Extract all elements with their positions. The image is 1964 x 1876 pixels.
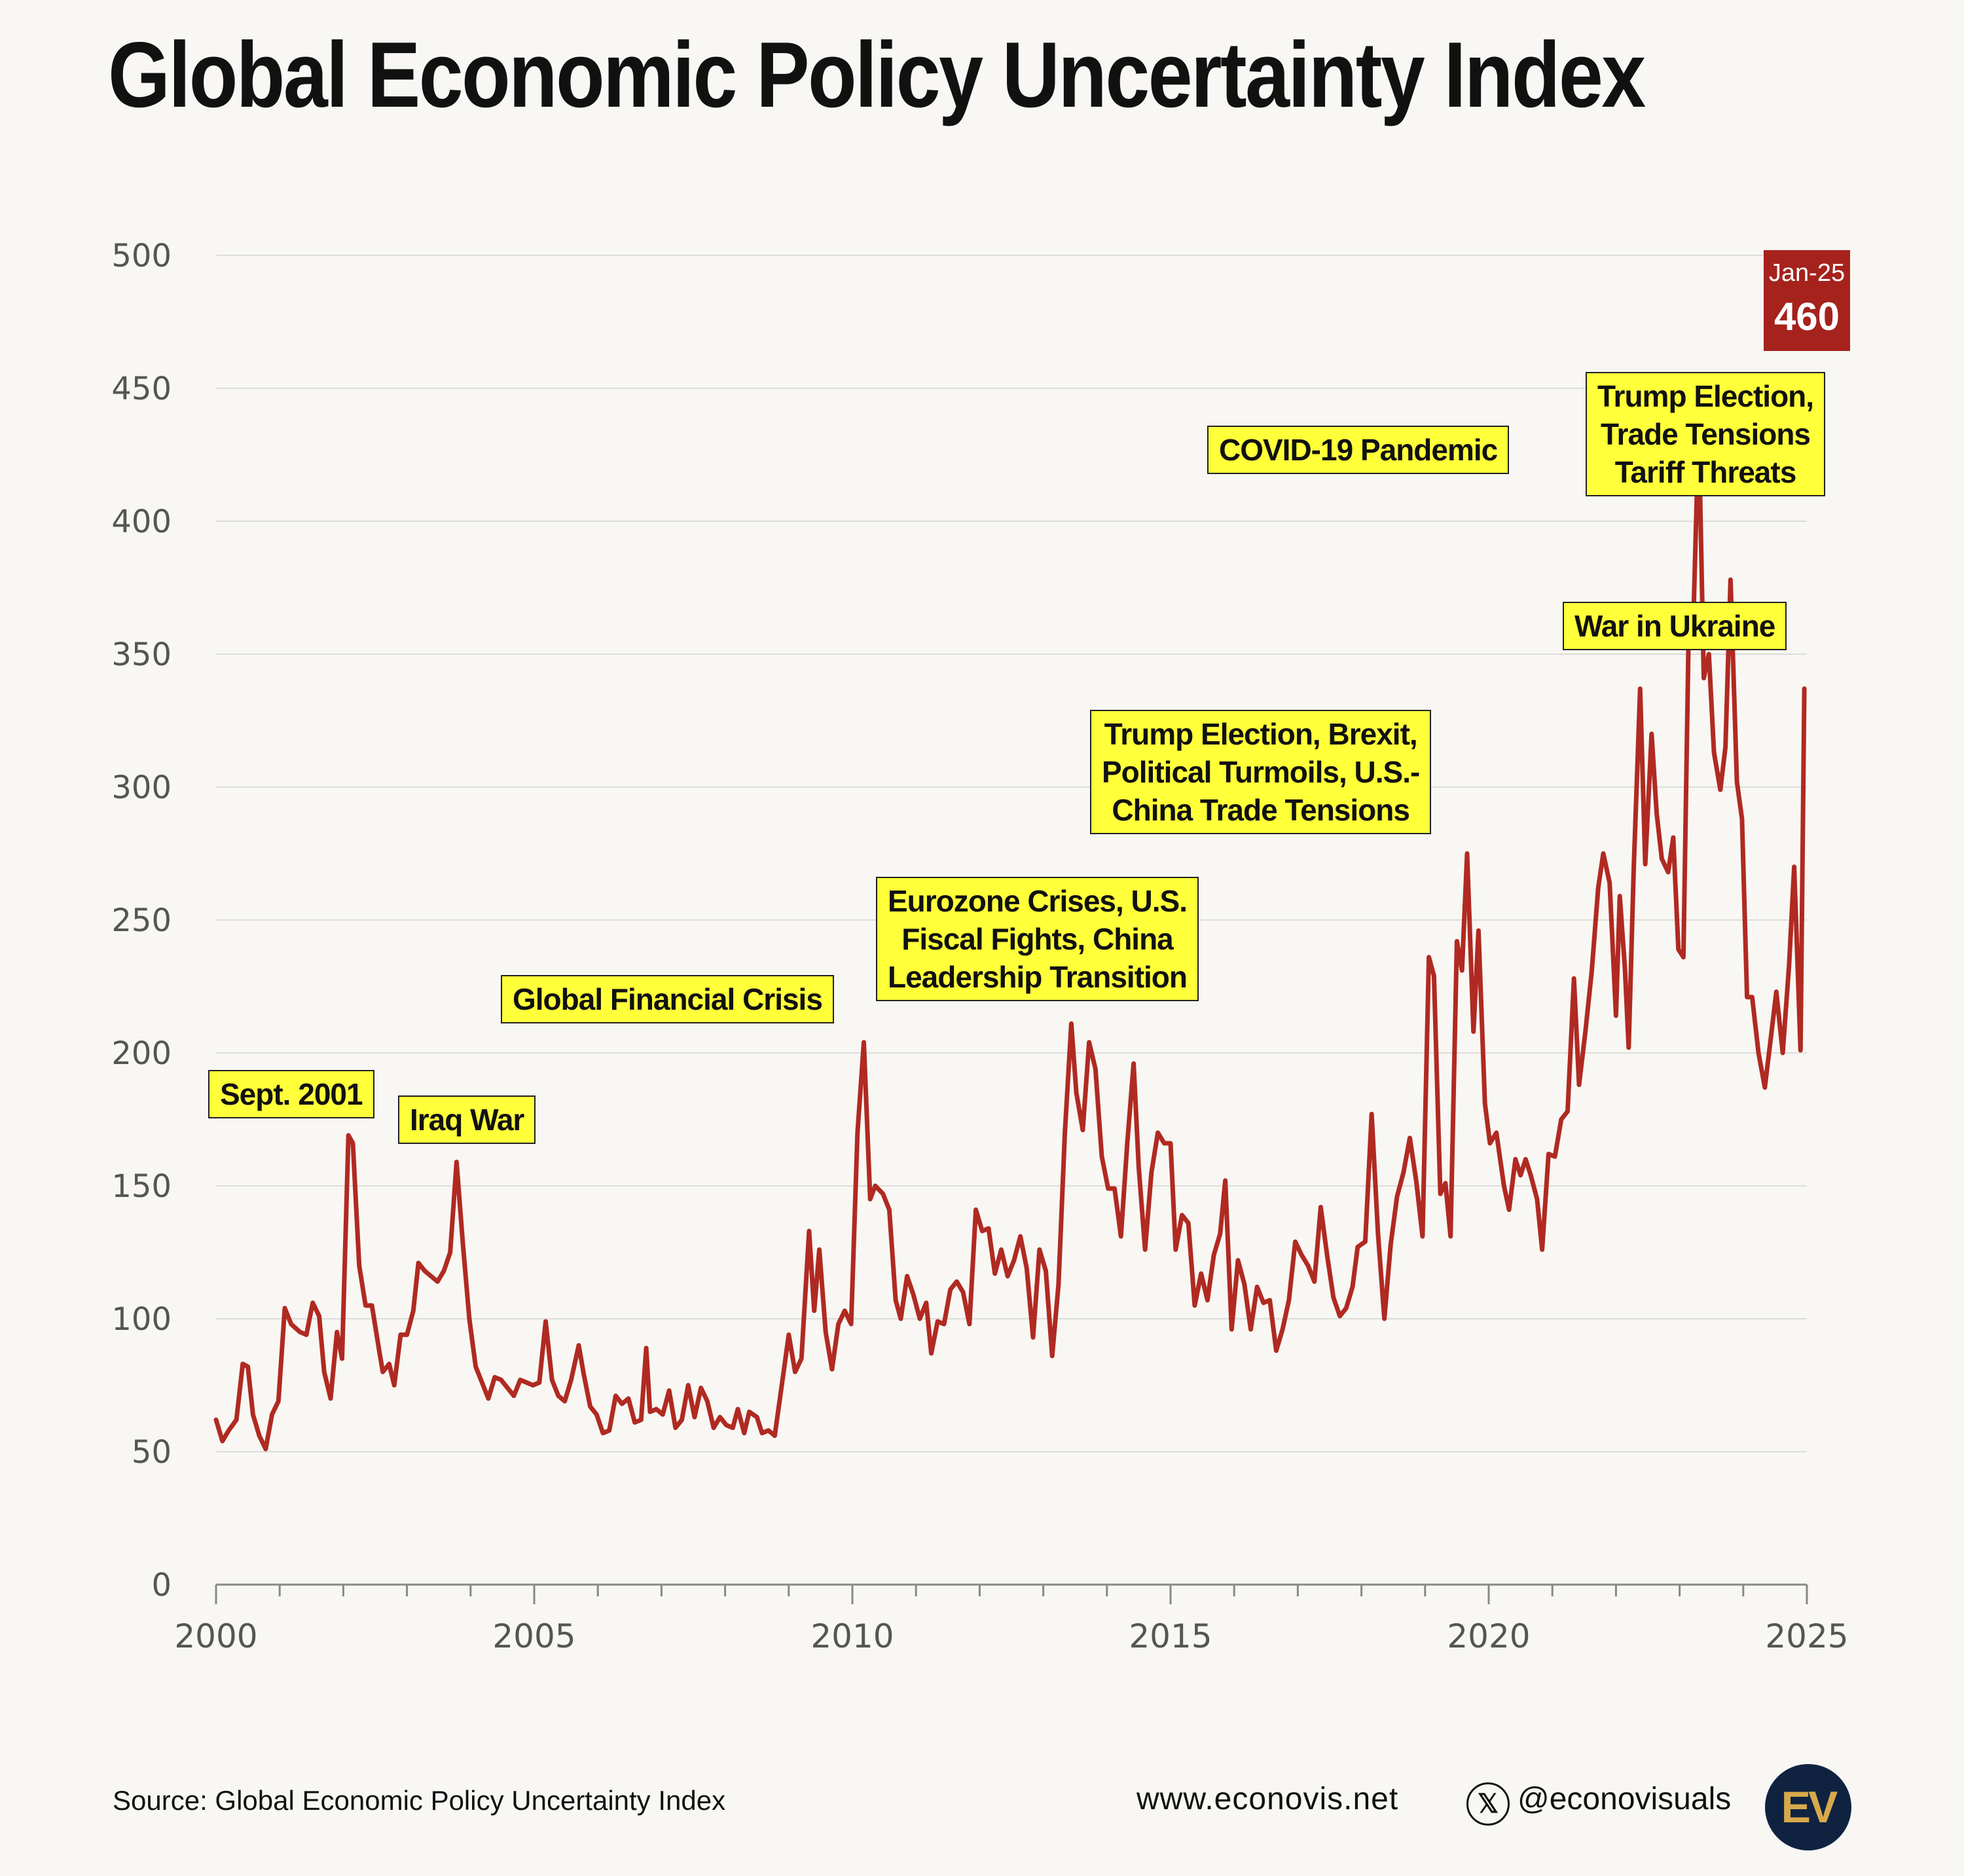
y-tick-label: 400 <box>111 504 172 540</box>
x-tick-label: 2000 <box>174 1617 257 1655</box>
annotation-global-financial-crisis: Global Financial Crisis <box>501 975 834 1023</box>
x-tick-label: 2025 <box>1765 1617 1848 1655</box>
y-tick-label: 100 <box>111 1301 172 1338</box>
annotation-covid-19: COVID-19 Pandemic <box>1207 426 1510 474</box>
annotation-eurozone-crises: Eurozone Crises, U.S. Fiscal Fights, Chi… <box>876 877 1199 1001</box>
annotation-sept-2001: Sept. 2001 <box>208 1070 374 1118</box>
annotation-iraq-war: Iraq War <box>398 1095 536 1144</box>
y-tick-label: 450 <box>111 371 172 407</box>
footer-source: Source: Global Economic Policy Uncertain… <box>113 1785 726 1816</box>
econovis-logo: EV <box>1765 1764 1851 1850</box>
annotation-trump-election-brexit: Trump Election, Brexit, Political Turmoi… <box>1090 710 1432 834</box>
footer-website-link[interactable]: www.econovis.net <box>1137 1782 1399 1816</box>
annotation-trump-election-tariffs: Trump Election, Trade Tensions Tariff Th… <box>1586 372 1826 496</box>
y-tick-label: 150 <box>111 1168 172 1205</box>
footer-social-handle[interactable]: @econovisuals <box>1518 1782 1732 1816</box>
y-tick-label: 0 <box>151 1567 172 1604</box>
y-tick-label: 350 <box>111 636 172 673</box>
y-tick-label: 50 <box>132 1434 172 1471</box>
chart-title: Global Economic Policy Uncertainty Index <box>108 23 1646 127</box>
y-tick-label: 500 <box>111 238 172 274</box>
annotation-war-in-ukraine: War in Ukraine <box>1563 602 1787 650</box>
callout-value: 460 <box>1773 295 1840 339</box>
x-tick-label: 2005 <box>492 1617 575 1655</box>
latest-value-callout: Jan-25 460 <box>1764 250 1850 351</box>
y-tick-label: 200 <box>111 1035 172 1072</box>
y-tick-label: 300 <box>111 769 172 806</box>
series-line <box>213 423 1807 1452</box>
x-tick-label: 2015 <box>1129 1617 1212 1655</box>
y-tick-label: 250 <box>111 902 172 939</box>
x-logo-icon[interactable]: 𝕏 <box>1466 1782 1510 1826</box>
callout-date: Jan-25 <box>1768 259 1846 287</box>
x-tick-label: 2010 <box>810 1617 894 1655</box>
x-tick-label: 2020 <box>1447 1617 1530 1655</box>
